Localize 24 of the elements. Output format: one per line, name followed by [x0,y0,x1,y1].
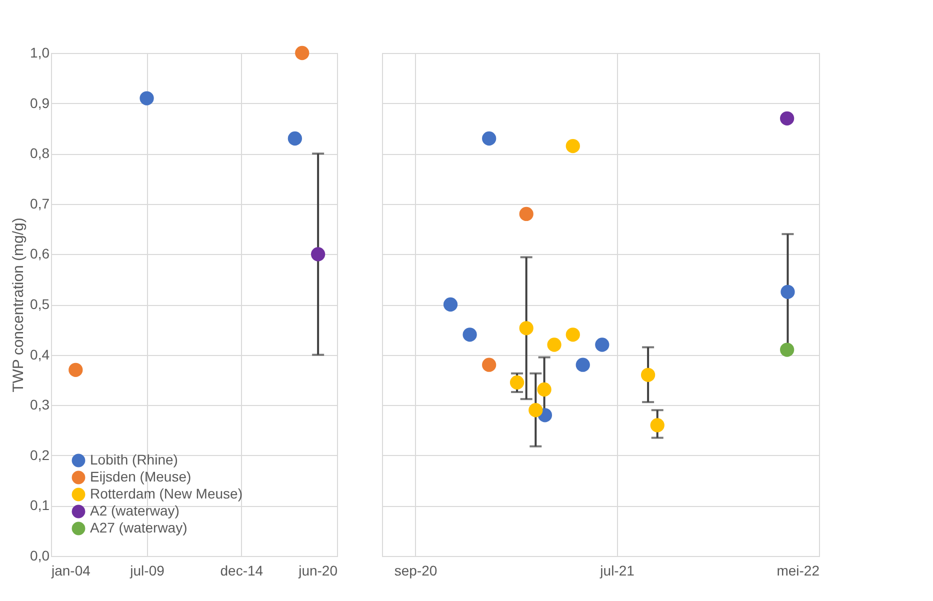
x-tick-label: sep-20 [394,562,438,578]
legend-label: Lobith (Rhine) [90,452,178,468]
y-tick-label: 0,8 [30,145,50,162]
legend-label: Rotterdam (New Meuse) [90,486,242,502]
y-tick-label: 0,9 [30,94,50,111]
x-tick-label: dec-14 [220,562,264,578]
y-tick-label: 0,1 [30,497,50,514]
y-axis-title: TWP concentration (mg/g) [10,218,28,392]
y-tick-label: 0,2 [30,446,50,463]
x-tick-label: jan-04 [50,562,91,578]
x-tick-label: jul-21 [599,562,635,578]
x-tick-label: mei-22 [776,562,820,578]
legend-label: A2 (waterway) [90,502,180,518]
y-tick-label: 0,0 [30,548,50,564]
y-tick-label: 0,3 [30,396,50,413]
y-tick-label: 0,7 [30,195,50,212]
x-tick-label: jul-09 [129,562,165,578]
y-tick-label: 1,0 [30,44,50,60]
x-tick-label: jun-20 [298,562,338,578]
y-tick-label: 0,5 [30,296,50,312]
legend-label: Eijsden (Meuse) [90,468,192,484]
y-tick-label: 0,6 [30,246,50,262]
y-tick-label: 0,4 [30,346,50,362]
legend-label: A27 (waterway) [90,520,188,536]
